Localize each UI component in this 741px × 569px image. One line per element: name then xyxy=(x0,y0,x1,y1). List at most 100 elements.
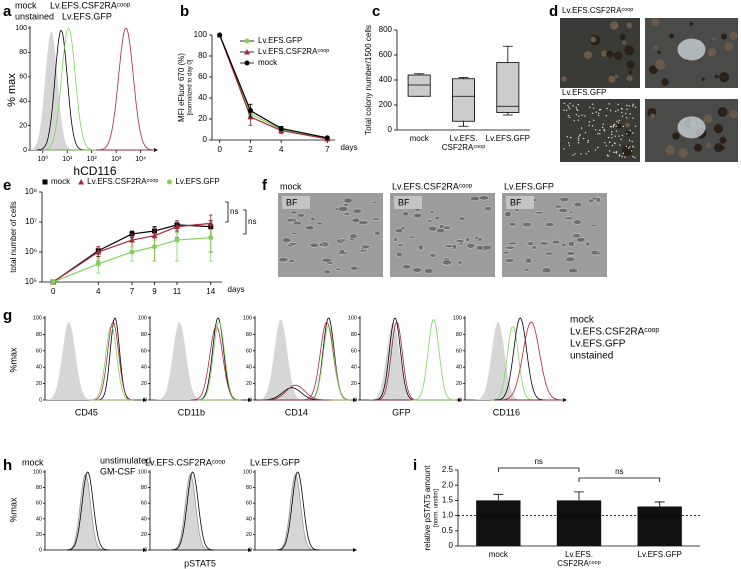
colony xyxy=(577,109,579,112)
colony xyxy=(621,134,624,137)
x-tick-label: Lv.EFS.GFP xyxy=(486,134,530,143)
colony xyxy=(634,125,637,127)
x-tick-label: 4 xyxy=(96,287,101,296)
colony xyxy=(631,150,633,152)
histogram-curve xyxy=(306,317,351,401)
y-axis-label: % max xyxy=(6,73,18,107)
x-axis-label: days xyxy=(341,143,358,152)
cell xyxy=(343,203,349,207)
cell xyxy=(559,197,570,202)
colony xyxy=(617,109,619,111)
colony xyxy=(618,135,620,137)
x-tick-label: 10⁰ xyxy=(37,155,48,163)
colony xyxy=(628,70,633,75)
cell xyxy=(335,267,342,271)
cell xyxy=(321,257,333,263)
x-axis-label: pSTAT5 xyxy=(184,558,216,568)
colony xyxy=(626,108,628,111)
cell xyxy=(551,239,561,245)
bar xyxy=(476,500,521,546)
colony xyxy=(649,65,658,75)
cell xyxy=(442,259,453,266)
series-line xyxy=(219,34,328,139)
cell xyxy=(563,216,574,221)
axis-arrow xyxy=(248,548,252,552)
histogram-curve xyxy=(26,31,76,151)
colony xyxy=(577,139,580,141)
y-axis-label: relative pSTAT5 amount xyxy=(423,465,432,551)
colony xyxy=(606,107,608,110)
colony xyxy=(577,142,580,144)
y-tick-label: 80 xyxy=(351,332,357,338)
y-tick-label: 10⁵ xyxy=(25,277,37,286)
panel-letter: e xyxy=(3,177,11,194)
colony xyxy=(587,150,590,153)
y-tick-label: 0 xyxy=(459,397,462,403)
annotation: ns xyxy=(534,457,542,466)
cell xyxy=(393,237,398,242)
colony xyxy=(624,156,626,159)
y-tick-label: 100 xyxy=(138,469,147,475)
colony xyxy=(594,149,597,151)
colony xyxy=(573,120,575,122)
y-tick-label: 100 xyxy=(243,315,252,321)
cell xyxy=(527,241,535,246)
marker xyxy=(244,38,250,44)
marker xyxy=(50,279,56,285)
colony xyxy=(563,109,565,111)
marker xyxy=(278,125,284,131)
colony xyxy=(628,105,630,107)
colony xyxy=(618,155,621,157)
panel-title: mock xyxy=(22,457,44,467)
cell xyxy=(371,201,378,205)
cell xyxy=(424,268,434,274)
cell xyxy=(567,241,575,247)
panel-title: Lv.EFS.GFP xyxy=(250,457,300,467)
cell xyxy=(514,208,521,212)
x-tick-label: Lv.EFS. xyxy=(450,134,478,143)
colony xyxy=(628,147,630,149)
y-tick-label: 100 xyxy=(33,315,42,321)
colony xyxy=(610,21,619,30)
y-tick-label: 20 xyxy=(456,381,462,387)
y-axis-label: %max xyxy=(8,347,18,373)
y-tick-label: 20 xyxy=(351,381,357,387)
marker xyxy=(78,179,85,185)
cell xyxy=(561,242,567,247)
colony xyxy=(568,106,570,109)
series-line xyxy=(53,237,211,283)
colony xyxy=(599,129,601,131)
axis-arrow xyxy=(563,398,567,402)
histogram-curve xyxy=(255,319,307,400)
error-bar xyxy=(175,232,179,262)
colony xyxy=(601,50,608,57)
y-tick-label: 10⁸ xyxy=(25,187,37,196)
y-tick-label: 2.5 xyxy=(442,465,454,474)
cell xyxy=(402,211,409,217)
tag: BF xyxy=(398,197,410,207)
colony xyxy=(569,102,571,105)
panel-letter: g xyxy=(3,307,12,324)
legend-label: Lv.EFS.CSF2RAᶜᵒᵒᵖ xyxy=(570,327,659,338)
bar xyxy=(637,506,682,546)
y-tick-label: 0 xyxy=(388,125,393,134)
y-tick-label: 80 xyxy=(19,49,27,56)
cell xyxy=(569,210,574,214)
colony xyxy=(622,144,634,156)
axis-arrow xyxy=(353,398,357,402)
tag-box xyxy=(282,196,310,209)
colony xyxy=(625,104,628,107)
x-tick-label: mock xyxy=(489,550,509,559)
legend-label: mock xyxy=(51,177,71,186)
legend-label: unstimulated xyxy=(100,455,151,465)
marker xyxy=(174,237,180,243)
cell xyxy=(545,251,554,256)
colony xyxy=(634,156,636,159)
x-tick-label: 11 xyxy=(173,287,182,296)
colony xyxy=(590,36,597,43)
colony xyxy=(615,130,618,132)
y-tick-label: 0 xyxy=(39,397,42,403)
image-title: Lv.EFS.CSF2RAᶜᵒᵒᵖ xyxy=(392,181,473,191)
colony xyxy=(570,136,572,139)
colony xyxy=(593,107,595,109)
